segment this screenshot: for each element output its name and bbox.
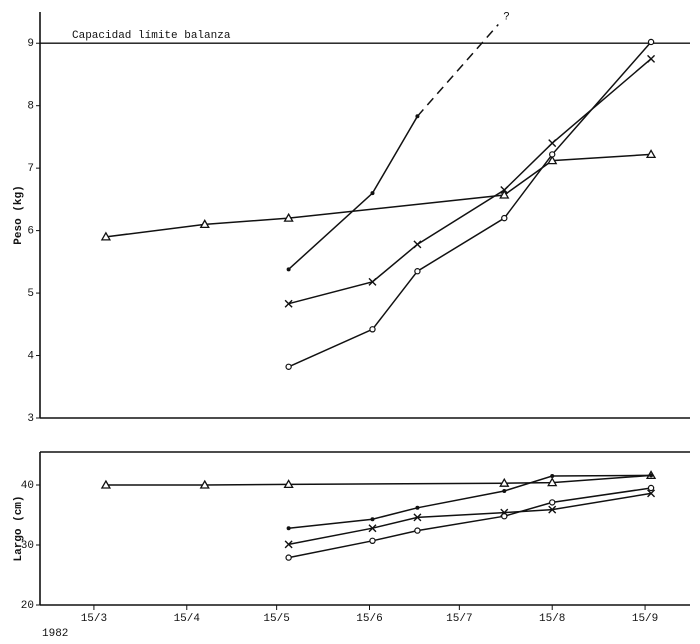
marker — [647, 38, 655, 46]
marker — [286, 526, 291, 531]
y-tick-label: 9 — [27, 38, 34, 50]
marker — [199, 479, 210, 489]
series-line — [288, 58, 652, 305]
x-tick-label: 15/7 — [446, 613, 472, 625]
marker — [414, 268, 421, 275]
y-tick-label: 4 — [27, 350, 34, 362]
marker — [284, 299, 293, 308]
x-tick-label: 15/4 — [174, 613, 201, 625]
y-tick-label: 7 — [27, 163, 34, 175]
series-line — [288, 115, 419, 270]
year-label: 1982 — [42, 628, 68, 640]
marker — [370, 191, 375, 196]
marker — [284, 540, 293, 549]
series-line — [288, 41, 652, 368]
y-tick-label: 5 — [27, 288, 34, 300]
series-line — [105, 474, 652, 486]
marker — [647, 489, 656, 498]
marker — [415, 505, 420, 510]
marker — [369, 326, 376, 333]
marker — [501, 214, 508, 222]
marker — [548, 505, 557, 514]
x-tick-label: 15/8 — [539, 613, 565, 625]
marker — [547, 477, 558, 487]
marker — [645, 149, 657, 159]
series-line — [105, 153, 652, 238]
marker — [501, 513, 508, 520]
y-axis-label: Largo (cm) — [13, 495, 25, 561]
marker — [285, 554, 292, 561]
x-tick-label: 15/3 — [81, 613, 107, 625]
marker — [100, 231, 112, 241]
marker — [549, 151, 556, 158]
marker — [413, 240, 422, 249]
marker — [549, 499, 556, 506]
y-axis-label: Peso (kg) — [13, 185, 25, 244]
y-tick-label: 6 — [27, 226, 34, 238]
y-tick-label: 3 — [27, 413, 34, 425]
marker — [368, 524, 377, 533]
series-line — [416, 23, 499, 117]
marker — [502, 489, 507, 493]
marker — [499, 189, 510, 199]
marker — [199, 219, 210, 229]
marker — [368, 277, 377, 286]
reference-label: Capacidad límite balanza — [72, 30, 231, 42]
x-tick-label: 15/6 — [356, 613, 382, 625]
x-tick-label: 15/9 — [632, 613, 658, 625]
y-tick-label: 40 — [21, 480, 34, 492]
marker — [285, 363, 292, 370]
marker — [369, 537, 376, 545]
series-line — [288, 492, 652, 546]
annotation: ? — [503, 11, 510, 23]
marker — [547, 155, 558, 165]
series-line — [288, 474, 652, 529]
marker — [499, 477, 510, 487]
marker — [286, 267, 291, 272]
marker — [548, 139, 557, 148]
y-tick-label: 8 — [27, 101, 34, 113]
marker — [500, 186, 509, 195]
marker — [414, 527, 421, 534]
y-tick-label: 30 — [21, 540, 34, 552]
marker — [413, 513, 422, 522]
marker — [550, 474, 555, 478]
marker — [647, 484, 655, 492]
marker — [100, 479, 112, 489]
marker — [649, 473, 654, 478]
marker — [647, 54, 656, 63]
marker — [283, 212, 294, 222]
x-tick-label: 15/5 — [263, 613, 289, 625]
series-line — [288, 487, 652, 559]
y-tick-label: 20 — [21, 600, 34, 612]
marker — [370, 517, 375, 522]
marker — [283, 479, 294, 489]
